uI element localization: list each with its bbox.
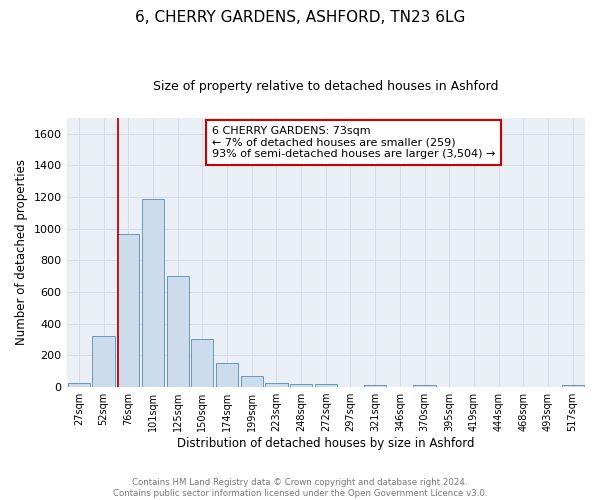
Bar — [142, 200, 164, 387]
Bar — [191, 339, 214, 387]
Bar — [364, 385, 386, 387]
Title: Size of property relative to detached houses in Ashford: Size of property relative to detached ho… — [153, 80, 499, 93]
Bar — [290, 384, 312, 387]
Bar — [562, 384, 584, 387]
Bar — [92, 336, 115, 387]
Bar — [167, 276, 189, 387]
Bar — [216, 362, 238, 387]
Bar — [265, 383, 287, 387]
X-axis label: Distribution of detached houses by size in Ashford: Distribution of detached houses by size … — [177, 437, 475, 450]
Bar — [413, 385, 436, 387]
Text: 6 CHERRY GARDENS: 73sqm
← 7% of detached houses are smaller (259)
93% of semi-de: 6 CHERRY GARDENS: 73sqm ← 7% of detached… — [212, 126, 495, 159]
Text: Contains HM Land Registry data © Crown copyright and database right 2024.
Contai: Contains HM Land Registry data © Crown c… — [113, 478, 487, 498]
Text: 6, CHERRY GARDENS, ASHFORD, TN23 6LG: 6, CHERRY GARDENS, ASHFORD, TN23 6LG — [135, 10, 465, 25]
Bar — [241, 376, 263, 387]
Bar — [117, 234, 139, 387]
Bar — [68, 383, 90, 387]
Bar — [314, 384, 337, 387]
Y-axis label: Number of detached properties: Number of detached properties — [15, 160, 28, 346]
